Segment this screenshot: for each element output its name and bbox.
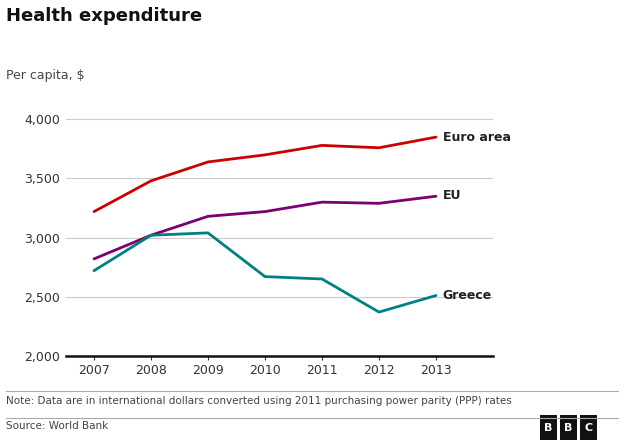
Text: Per capita, $: Per capita, $ <box>6 69 85 81</box>
Text: Health expenditure: Health expenditure <box>6 7 202 25</box>
Text: B: B <box>544 423 553 433</box>
Text: EU: EU <box>443 189 461 202</box>
Text: Euro area: Euro area <box>443 131 511 144</box>
Text: C: C <box>584 423 593 433</box>
Text: B: B <box>564 423 573 433</box>
Text: Note: Data are in international dollars converted using 2011 purchasing power pa: Note: Data are in international dollars … <box>6 396 512 406</box>
Text: Source: World Bank: Source: World Bank <box>6 421 109 431</box>
Text: Greece: Greece <box>443 289 492 302</box>
